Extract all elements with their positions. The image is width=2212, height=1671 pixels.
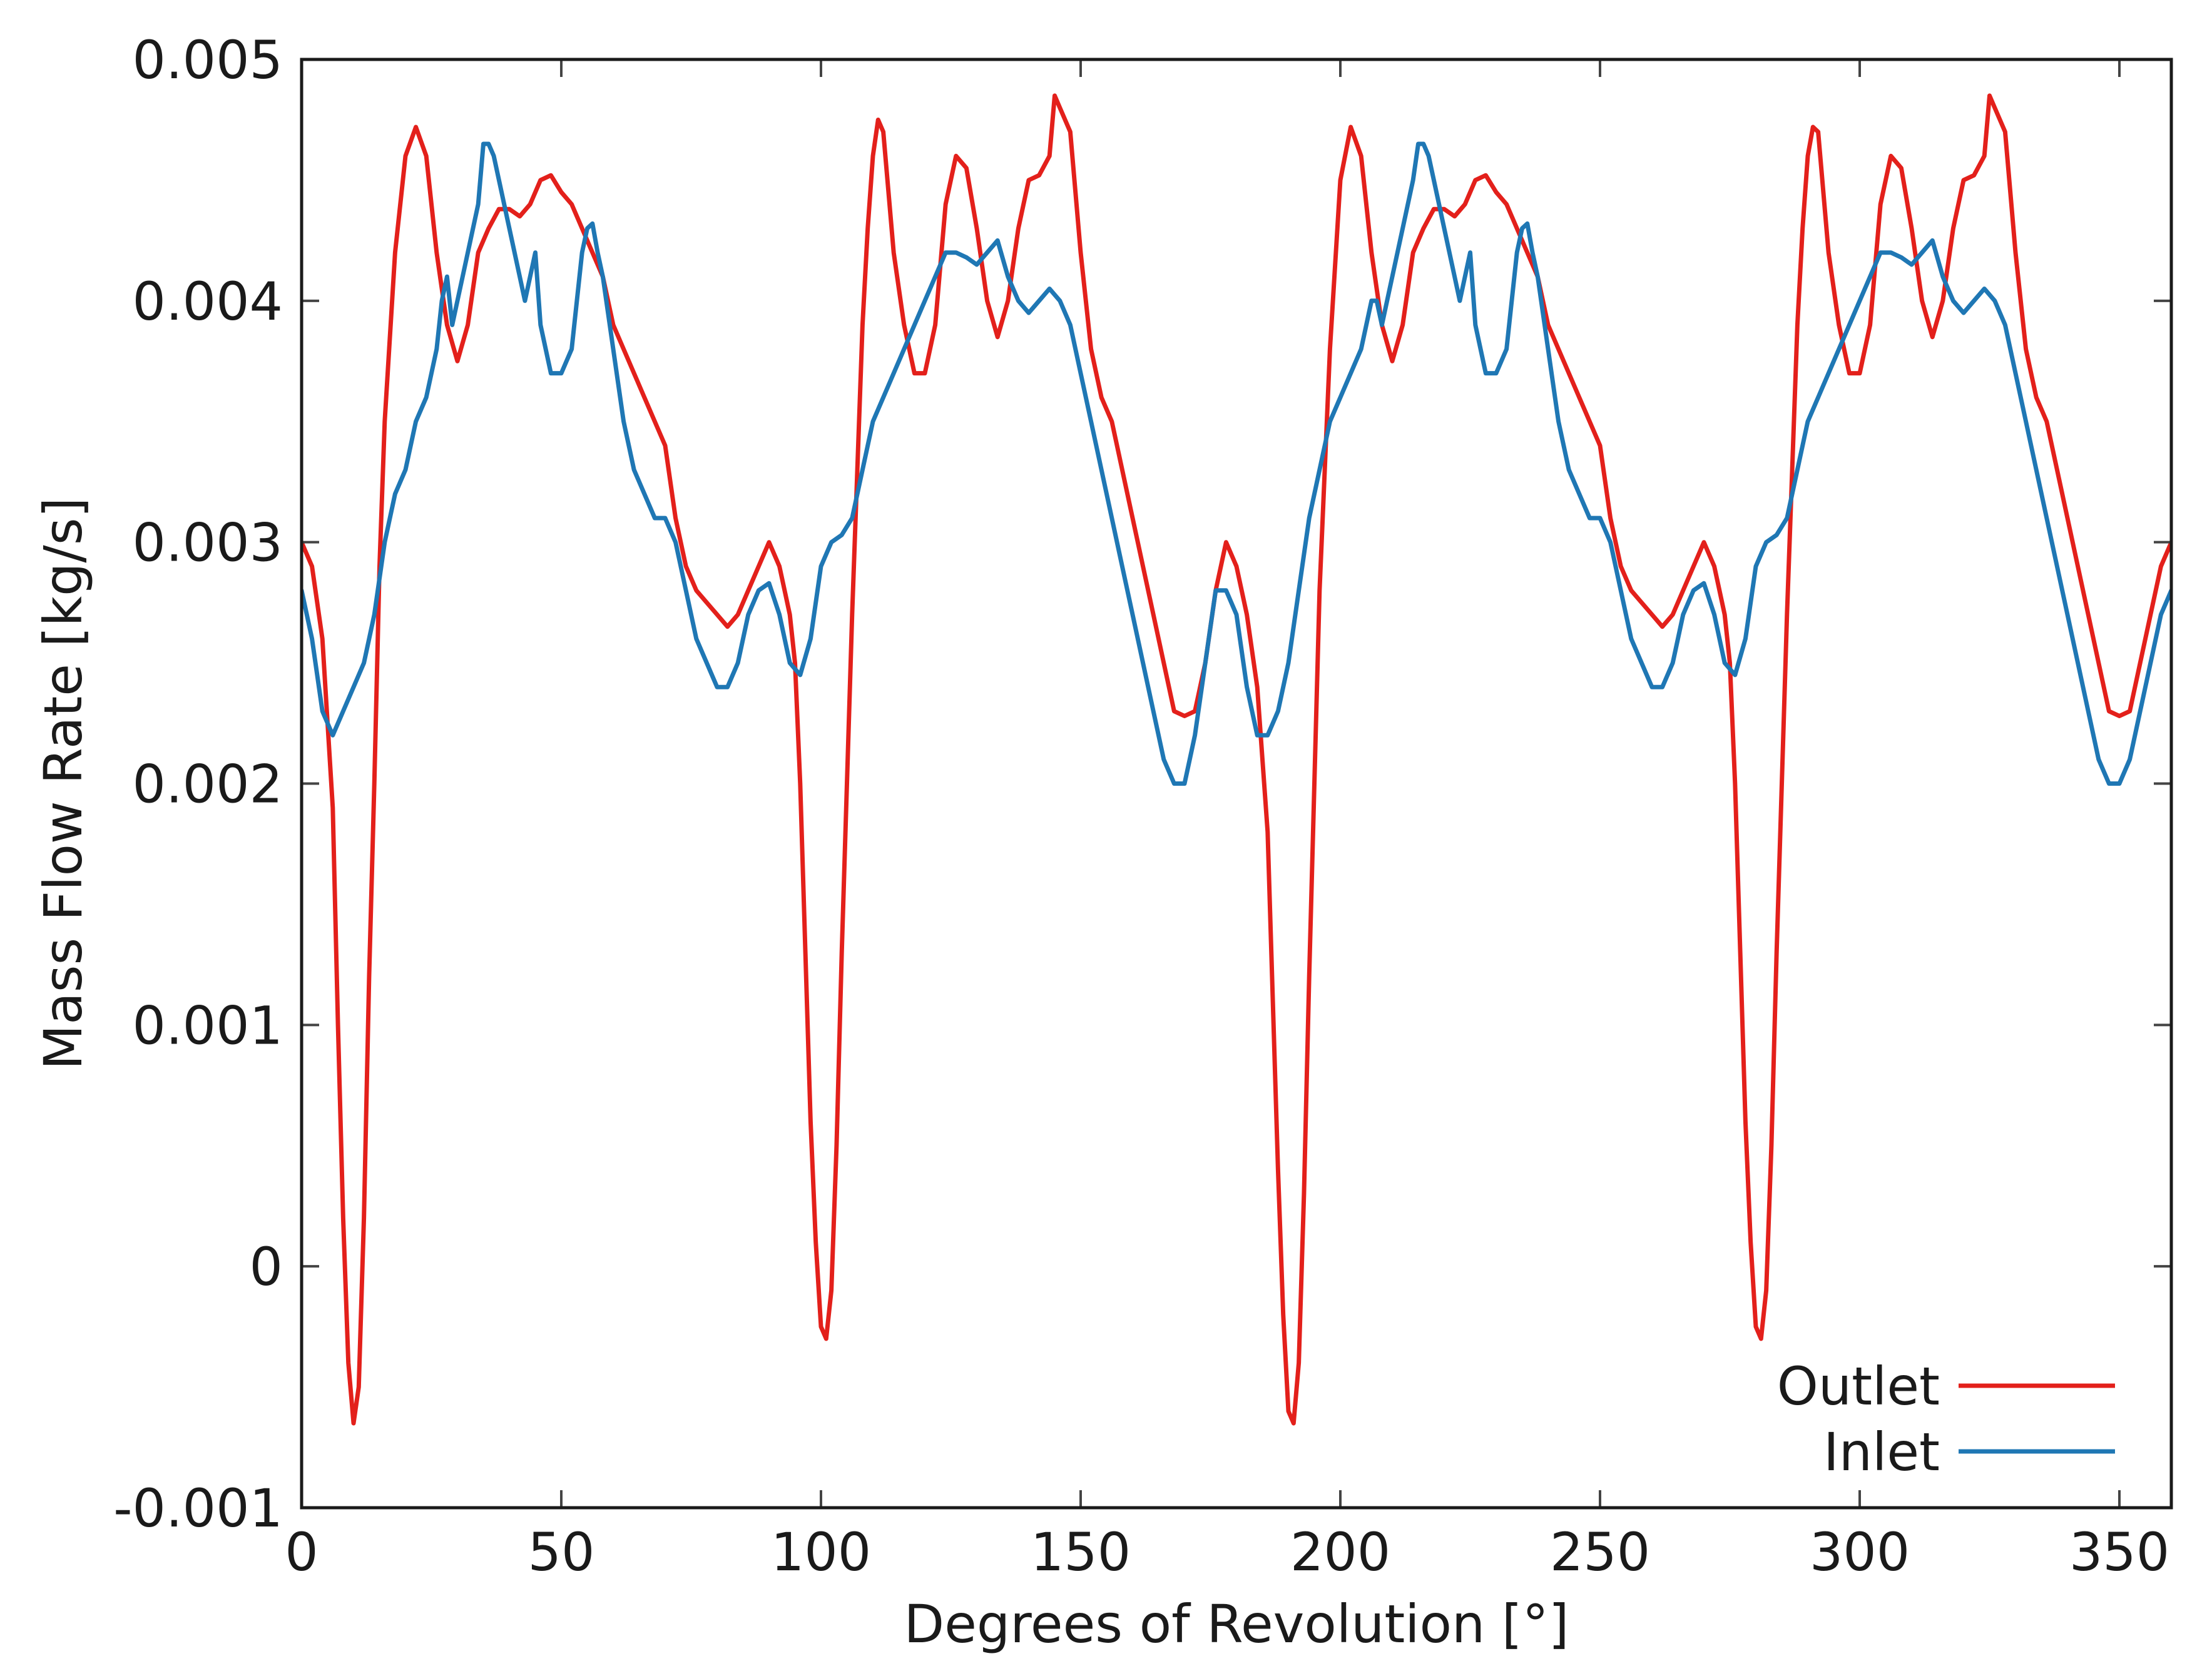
plot-area — [302, 93, 2171, 1426]
series-line-outlet — [302, 93, 2171, 1426]
x-tick-label: 50 — [528, 1521, 595, 1583]
y-tick-label: -0.001 — [113, 1478, 283, 1539]
x-tick-label: 0 — [285, 1521, 318, 1583]
series-line-inlet — [302, 141, 2171, 786]
plot-frame — [300, 58, 2173, 1510]
legend-label-outlet: Outlet — [1777, 1356, 1940, 1417]
legend-label-inlet: Inlet — [1823, 1421, 1940, 1483]
y-tick-label: 0.004 — [133, 271, 283, 332]
y-tick-label: 0.002 — [133, 754, 283, 815]
x-tick-label: 300 — [1810, 1521, 1910, 1583]
x-tick-label: 150 — [1031, 1521, 1131, 1583]
y-tick-label: 0.003 — [133, 512, 283, 574]
x-tick-label: 200 — [1290, 1521, 1390, 1583]
y-tick-label: 0 — [250, 1236, 283, 1298]
x-tick-label: 250 — [1550, 1521, 1650, 1583]
x-tick-label: 100 — [771, 1521, 871, 1583]
x-axis-title: Degrees of Revolution [°] — [904, 1593, 1569, 1655]
y-tick-label: 0.001 — [133, 995, 283, 1056]
x-tick-label: 350 — [2069, 1521, 2169, 1583]
y-tick-label: 0.005 — [133, 29, 283, 91]
y-axis-title: Mass Flow Rate [kg/s] — [33, 497, 94, 1070]
axis-tick-labels: 0 50 100 150 200 250 300 350-0.00100.0010.0020.… — [113, 29, 2169, 1583]
